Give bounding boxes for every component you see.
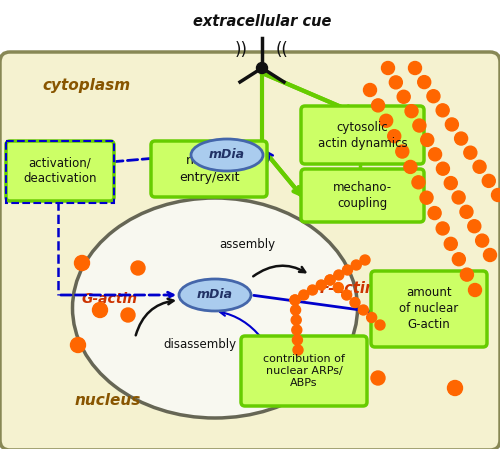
Circle shape — [460, 205, 473, 218]
FancyBboxPatch shape — [241, 336, 367, 406]
FancyBboxPatch shape — [6, 141, 114, 201]
Circle shape — [358, 305, 368, 315]
Text: F-actin: F-actin — [320, 281, 376, 296]
Circle shape — [427, 90, 440, 103]
Circle shape — [464, 146, 477, 159]
FancyBboxPatch shape — [301, 106, 424, 164]
Circle shape — [473, 160, 486, 173]
Circle shape — [460, 268, 473, 281]
Circle shape — [375, 320, 385, 330]
Circle shape — [468, 283, 481, 296]
Circle shape — [428, 207, 441, 220]
Circle shape — [436, 222, 449, 235]
Text: nucleus: nucleus — [75, 393, 142, 408]
Circle shape — [444, 176, 458, 189]
Circle shape — [334, 270, 344, 280]
Text: assembly: assembly — [219, 238, 275, 251]
Circle shape — [413, 119, 426, 132]
Circle shape — [482, 174, 496, 187]
FancyBboxPatch shape — [151, 141, 267, 197]
Circle shape — [290, 295, 300, 305]
Circle shape — [342, 290, 351, 300]
Circle shape — [446, 118, 458, 131]
Circle shape — [74, 255, 90, 270]
Circle shape — [452, 191, 465, 204]
Circle shape — [380, 114, 392, 127]
Ellipse shape — [179, 279, 251, 311]
Circle shape — [299, 290, 309, 300]
Circle shape — [444, 238, 458, 251]
Circle shape — [292, 325, 302, 335]
Circle shape — [408, 62, 422, 75]
Text: )): )) — [235, 41, 248, 59]
Circle shape — [382, 62, 394, 75]
Text: amount
of nuclear
G-actin: amount of nuclear G-actin — [400, 286, 458, 331]
Circle shape — [256, 62, 268, 74]
Circle shape — [121, 308, 135, 322]
Circle shape — [390, 76, 402, 89]
Text: extracellular cue: extracellular cue — [193, 14, 331, 29]
Circle shape — [492, 189, 500, 202]
FancyBboxPatch shape — [301, 169, 424, 222]
Ellipse shape — [72, 198, 358, 418]
Circle shape — [404, 160, 417, 173]
Circle shape — [70, 338, 86, 352]
Text: nuclear
entry/exit: nuclear entry/exit — [179, 154, 240, 184]
Circle shape — [476, 234, 488, 247]
Circle shape — [420, 191, 433, 204]
Circle shape — [131, 261, 145, 275]
Ellipse shape — [191, 139, 263, 171]
Text: mDia: mDia — [197, 289, 233, 301]
Text: activation/
deactivation: activation/ deactivation — [23, 157, 97, 185]
Circle shape — [436, 104, 449, 117]
Text: G-actin: G-actin — [82, 292, 138, 306]
Circle shape — [396, 145, 409, 158]
Circle shape — [372, 99, 384, 112]
Text: cytoplasm: cytoplasm — [42, 78, 130, 93]
Circle shape — [351, 260, 361, 270]
Circle shape — [342, 265, 352, 275]
Circle shape — [350, 298, 360, 308]
Circle shape — [325, 275, 335, 285]
Circle shape — [92, 303, 108, 317]
Circle shape — [316, 280, 326, 290]
Text: mechano-
coupling: mechano- coupling — [333, 181, 392, 210]
Circle shape — [418, 75, 430, 88]
Circle shape — [325, 275, 335, 285]
Text: cytosolic
actin dynamics: cytosolic actin dynamics — [318, 120, 408, 150]
Circle shape — [290, 305, 300, 315]
Circle shape — [405, 105, 418, 118]
Circle shape — [371, 371, 385, 385]
Circle shape — [484, 248, 496, 261]
FancyBboxPatch shape — [0, 52, 500, 449]
Circle shape — [454, 132, 468, 145]
Circle shape — [291, 315, 301, 325]
Circle shape — [290, 295, 300, 305]
Circle shape — [452, 253, 466, 266]
Circle shape — [420, 133, 434, 146]
Circle shape — [436, 162, 450, 175]
Circle shape — [364, 84, 376, 97]
Text: mDia: mDia — [209, 149, 245, 162]
Circle shape — [397, 90, 410, 103]
Circle shape — [293, 345, 303, 355]
FancyBboxPatch shape — [371, 271, 487, 347]
Circle shape — [468, 220, 481, 233]
Circle shape — [292, 335, 302, 345]
Circle shape — [428, 148, 442, 161]
Text: ((: (( — [276, 41, 289, 59]
Circle shape — [360, 255, 370, 265]
Circle shape — [308, 285, 318, 295]
Circle shape — [366, 313, 376, 322]
Circle shape — [412, 176, 425, 189]
Circle shape — [334, 282, 344, 292]
Text: contribution of
nuclear ARPs/
ABPs: contribution of nuclear ARPs/ ABPs — [263, 354, 345, 388]
Circle shape — [388, 130, 400, 143]
Text: disassembly: disassembly — [164, 338, 236, 351]
Circle shape — [448, 380, 462, 396]
